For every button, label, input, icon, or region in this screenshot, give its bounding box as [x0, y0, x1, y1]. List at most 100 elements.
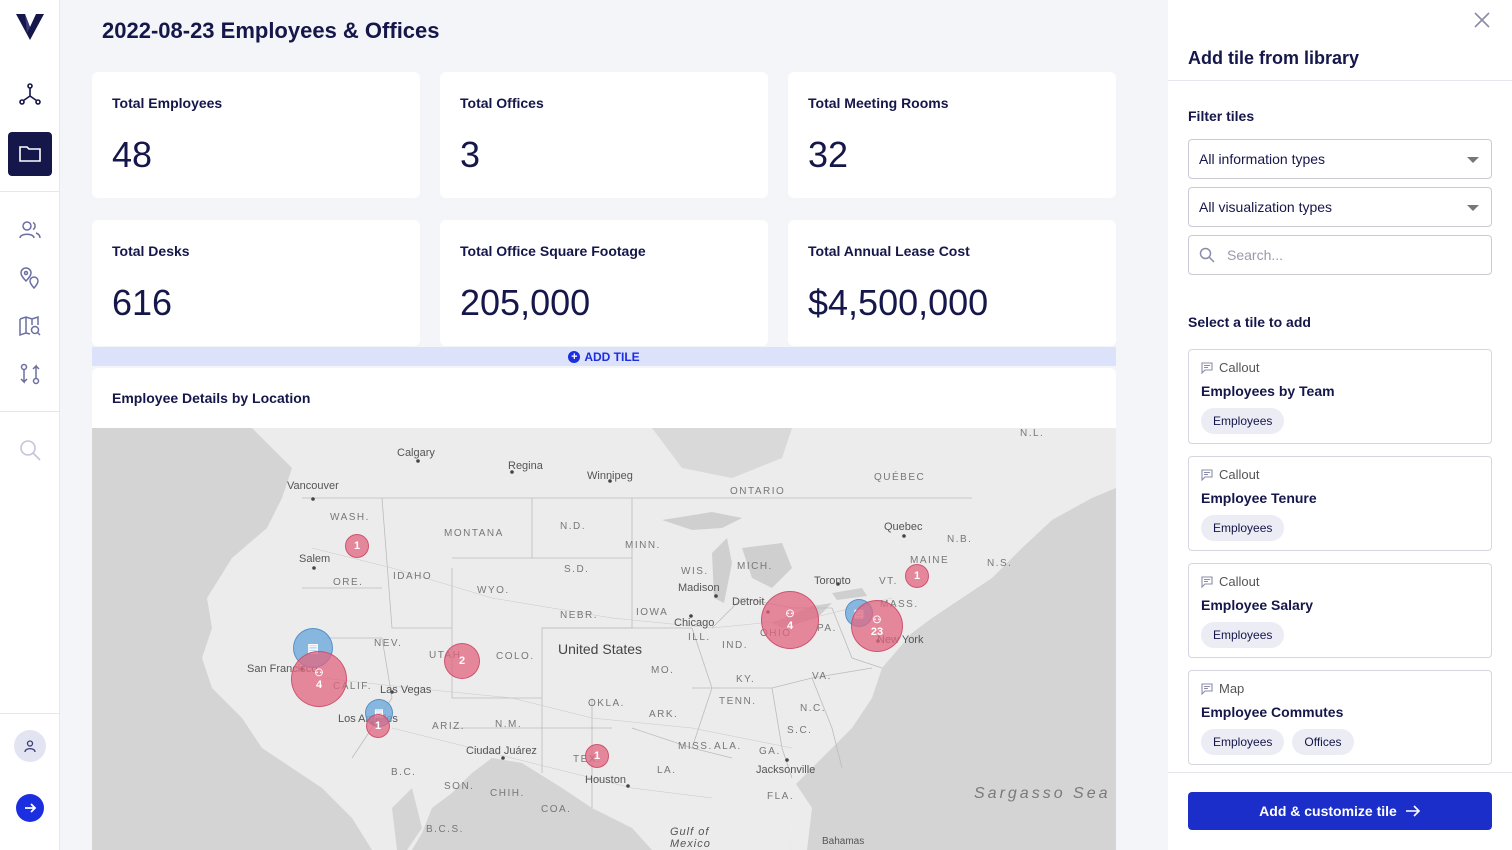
- map-label: MONTANA: [444, 528, 504, 539]
- map-label: CHIH.: [490, 788, 525, 799]
- map-label: ARK.: [649, 709, 679, 720]
- map-search-icon: [19, 315, 41, 337]
- kpi-label: Total Employees: [112, 95, 223, 111]
- bubble-count: 1: [593, 750, 601, 762]
- sidebar-item-folder[interactable]: [8, 132, 52, 176]
- tile-option[interactable]: Callout Employee Salary Employees: [1188, 563, 1492, 658]
- bubble-count: 4: [786, 619, 794, 632]
- location-pins-icon: [20, 267, 39, 290]
- map-type-icon: [1201, 683, 1213, 695]
- map-bubble-employees[interactable]: 1: [366, 714, 390, 738]
- expand-sidebar-button[interactable]: [16, 794, 44, 822]
- map-label: PA.: [817, 623, 837, 634]
- sidebar-item-locations[interactable]: [8, 256, 52, 300]
- tile-type: Map: [1219, 681, 1245, 696]
- map-label: MASS.: [880, 599, 919, 610]
- map-label: WYO.: [477, 585, 510, 596]
- graph-icon: [19, 83, 41, 105]
- information-type-select[interactable]: All information types: [1188, 139, 1492, 179]
- plus-circle-icon: +: [568, 350, 581, 363]
- tile-option[interactable]: Map Employee Commutes Employees Offices: [1188, 670, 1492, 765]
- kpi-card-total-square-footage[interactable]: Total Office Square Footage 205,000: [440, 220, 768, 346]
- people-icon: ⚇: [785, 608, 795, 620]
- kpi-card-total-desks[interactable]: Total Desks 616: [92, 220, 420, 346]
- people-icon: [19, 221, 41, 239]
- map-label: Ciudad Juárez: [466, 745, 537, 757]
- select-tile-label: Select a tile to add: [1188, 314, 1311, 330]
- map-label: OKLA.: [588, 698, 625, 709]
- callout-icon: [1201, 362, 1213, 374]
- map-canvas[interactable]: Calgary Regina Winnipeg ONTARIO QUÉBEC N…: [92, 428, 1116, 850]
- map-label: SON.: [444, 781, 475, 792]
- kpi-value: 205,000: [460, 282, 591, 323]
- transfer-icon: [20, 363, 40, 385]
- tile-tag: Offices: [1292, 729, 1354, 755]
- visualization-type-select[interactable]: All visualization types: [1188, 187, 1492, 227]
- user-avatar[interactable]: [14, 730, 46, 762]
- button-label: Add & customize tile: [1259, 803, 1397, 819]
- add-tile-label: ADD TILE: [584, 349, 640, 364]
- map-bubble-employees[interactable]: 1: [345, 534, 369, 558]
- kpi-value: 616: [112, 282, 173, 323]
- map-bubble-employees[interactable]: 2: [444, 643, 480, 679]
- tile-search-input[interactable]: [1227, 245, 1477, 265]
- map-label: N.B.: [947, 534, 973, 545]
- tile-tag: Employees: [1201, 515, 1285, 541]
- map-label: QUÉBEC: [874, 472, 926, 483]
- people-icon: ⚇: [314, 667, 324, 679]
- map-label: Regina: [508, 460, 543, 472]
- map-label: FLA.: [767, 791, 795, 802]
- bubble-count: 1: [374, 720, 382, 732]
- map-label: WIS.: [681, 566, 709, 577]
- map-tile-title: Employee Details by Location: [112, 390, 311, 406]
- map-label: WASH.: [330, 512, 370, 523]
- sidebar-item-people[interactable]: [8, 208, 52, 252]
- kpi-card-total-meeting-rooms[interactable]: Total Meeting Rooms 32: [788, 72, 1116, 198]
- map-label: KY.: [736, 674, 756, 685]
- kpi-label: Total Meeting Rooms: [808, 95, 949, 111]
- map-bubble-employees[interactable]: ⚇ 23: [851, 600, 903, 652]
- sidebar-item-search[interactable]: [8, 428, 52, 472]
- map-label: N.D.: [560, 521, 586, 532]
- close-icon[interactable]: [1474, 12, 1490, 28]
- search-icon: [1199, 247, 1215, 263]
- bubble-count: 2: [458, 655, 466, 667]
- tile-option[interactable]: Callout Employee Tenure Employees: [1188, 456, 1492, 551]
- tile-type: Callout: [1219, 467, 1260, 482]
- search-icon: [20, 440, 41, 461]
- map-bubble-employees[interactable]: 1: [905, 564, 929, 588]
- sidebar-divider: [0, 713, 60, 714]
- map-label: Bahamas: [822, 836, 865, 847]
- map-bubble-employees[interactable]: 1: [585, 744, 609, 768]
- add-customize-tile-button[interactable]: Add & customize tile: [1188, 792, 1492, 830]
- caret-down-icon: [1467, 157, 1479, 163]
- map-label: Houston: [585, 774, 626, 786]
- tile-search-field[interactable]: [1188, 235, 1492, 275]
- map-label: Chicago: [674, 617, 715, 629]
- user-avatar-icon: [24, 740, 36, 753]
- add-tile-bar[interactable]: + ADD TILE: [92, 347, 1116, 366]
- map-label: Vancouver: [287, 480, 339, 492]
- kpi-value: 3: [460, 134, 481, 175]
- panel-divider: [1168, 80, 1512, 81]
- kpi-card-total-offices[interactable]: Total Offices 3: [440, 72, 768, 198]
- map-label: MAINE: [910, 555, 950, 566]
- kpi-card-total-employees[interactable]: Total Employees 48: [92, 72, 420, 198]
- map-label: IDAHO: [393, 571, 433, 582]
- logo-icon[interactable]: [16, 14, 44, 40]
- map-bubble-employees[interactable]: ⚇ 4: [291, 651, 347, 707]
- sidebar-item-map-search[interactable]: [8, 304, 52, 348]
- map-bubble-employees[interactable]: ⚇ 4: [761, 591, 819, 649]
- map-label: NEBR.: [560, 610, 599, 621]
- tile-list[interactable]: Callout Employees by Team Employees Call…: [1188, 349, 1492, 770]
- map-label: N.S.: [987, 558, 1013, 569]
- tile-option[interactable]: Callout Employees by Team Employees: [1188, 349, 1492, 444]
- filter-tiles-label: Filter tiles: [1188, 108, 1255, 124]
- map-tile[interactable]: Employee Details by Location: [92, 368, 1116, 850]
- sidebar-item-transfer[interactable]: [8, 352, 52, 396]
- map-label: N.M.: [495, 719, 523, 730]
- kpi-card-total-lease-cost[interactable]: Total Annual Lease Cost $4,500,000: [788, 220, 1116, 346]
- map-label: Gulf of Mexico: [670, 826, 711, 850]
- map-label: ILL.: [688, 632, 711, 643]
- sidebar-item-graph[interactable]: [8, 72, 52, 116]
